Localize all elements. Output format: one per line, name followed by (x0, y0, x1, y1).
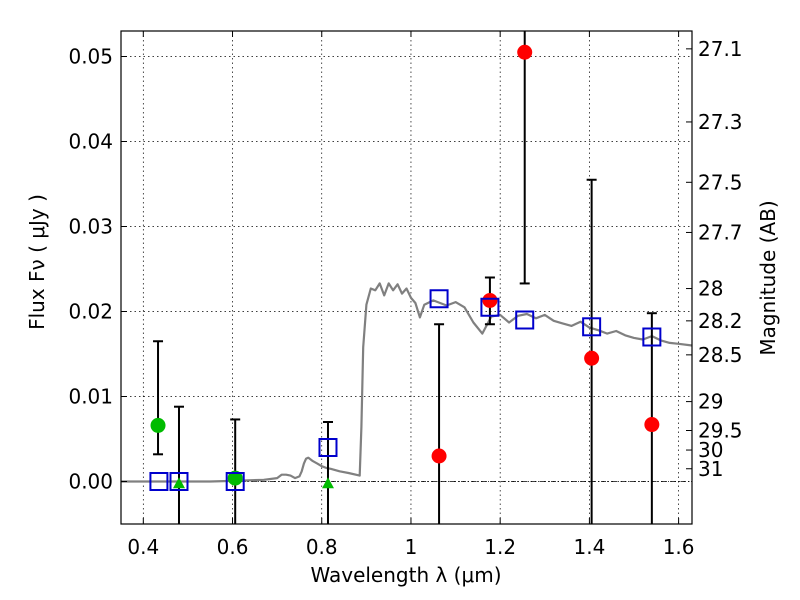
model-photometry-square (515, 310, 535, 330)
model-photometry-square (582, 317, 602, 337)
green-upper-limit-marker (321, 477, 334, 489)
plot-frame (120, 30, 693, 525)
y2-tick-label: 29 (698, 390, 723, 414)
model-photometry-square (318, 438, 338, 457)
y2-tick-label: 31 (698, 457, 723, 481)
x-tick-label: 1.2 (484, 535, 516, 559)
red-data-point (584, 350, 600, 366)
model-photometry-square (225, 472, 245, 491)
marker-layer (149, 44, 662, 491)
y-tick-label: 0.02 (68, 300, 113, 324)
model-photometry-square (149, 472, 169, 491)
y-axis-label: Flux Fν ( μJy ) (25, 194, 49, 330)
y2-tick-label: 30 (698, 438, 723, 462)
y-tick-label: 0.04 (68, 130, 113, 154)
y-tick-label: 0.03 (68, 215, 113, 239)
y-tick-label: 0.05 (68, 45, 113, 69)
model-photometry-square (429, 289, 449, 309)
x-axis-label: Wavelength λ (μm) (310, 563, 501, 587)
x-tick-label: 1.4 (573, 535, 605, 559)
model-sed-line (121, 282, 693, 483)
x-tick-label: 0.4 (127, 535, 159, 559)
y2-tick-label: 28.2 (698, 309, 743, 333)
y2-tick-label: 27.1 (698, 37, 743, 61)
red-data-point (644, 417, 660, 433)
model-photometry-square (480, 297, 500, 317)
y2-axis-label: Magnitude (AB) (756, 200, 780, 355)
ticks (121, 31, 692, 524)
green-data-point (150, 417, 166, 433)
red-data-point (482, 292, 498, 308)
y-tick-label: 0.01 (68, 385, 113, 409)
model-photometry-square (642, 327, 662, 347)
y2-tick-label: 27.5 (698, 170, 743, 194)
y-tick-label: 0.00 (68, 470, 113, 494)
tick-labels: 0.4 0.6 0.8 1 1.2 1.4 1.6 0.00 0.01 0.02 0.03 0.04 0… (68, 37, 742, 559)
red-data-point (431, 448, 447, 464)
grid (121, 31, 692, 524)
red-data-point (517, 44, 533, 60)
green-data-point (227, 470, 243, 486)
green-upper-limit-marker (172, 477, 185, 489)
y2-tick-label: 28.5 (698, 343, 743, 367)
x-tick-label: 0.8 (306, 535, 338, 559)
y2-tick-label: 29.5 (698, 419, 743, 443)
x-tick-label: 0.6 (217, 535, 249, 559)
model-sed-layer (121, 282, 693, 483)
y2-tick-label: 27.3 (698, 110, 743, 134)
x-tick-label: 1 (405, 535, 418, 559)
model-photometry-square (169, 472, 189, 491)
errorbar-layer (153, 31, 657, 524)
y2-tick-label: 28 (698, 277, 723, 301)
y2-tick-label: 27.7 (698, 220, 743, 244)
x-tick-label: 1.6 (663, 535, 695, 559)
